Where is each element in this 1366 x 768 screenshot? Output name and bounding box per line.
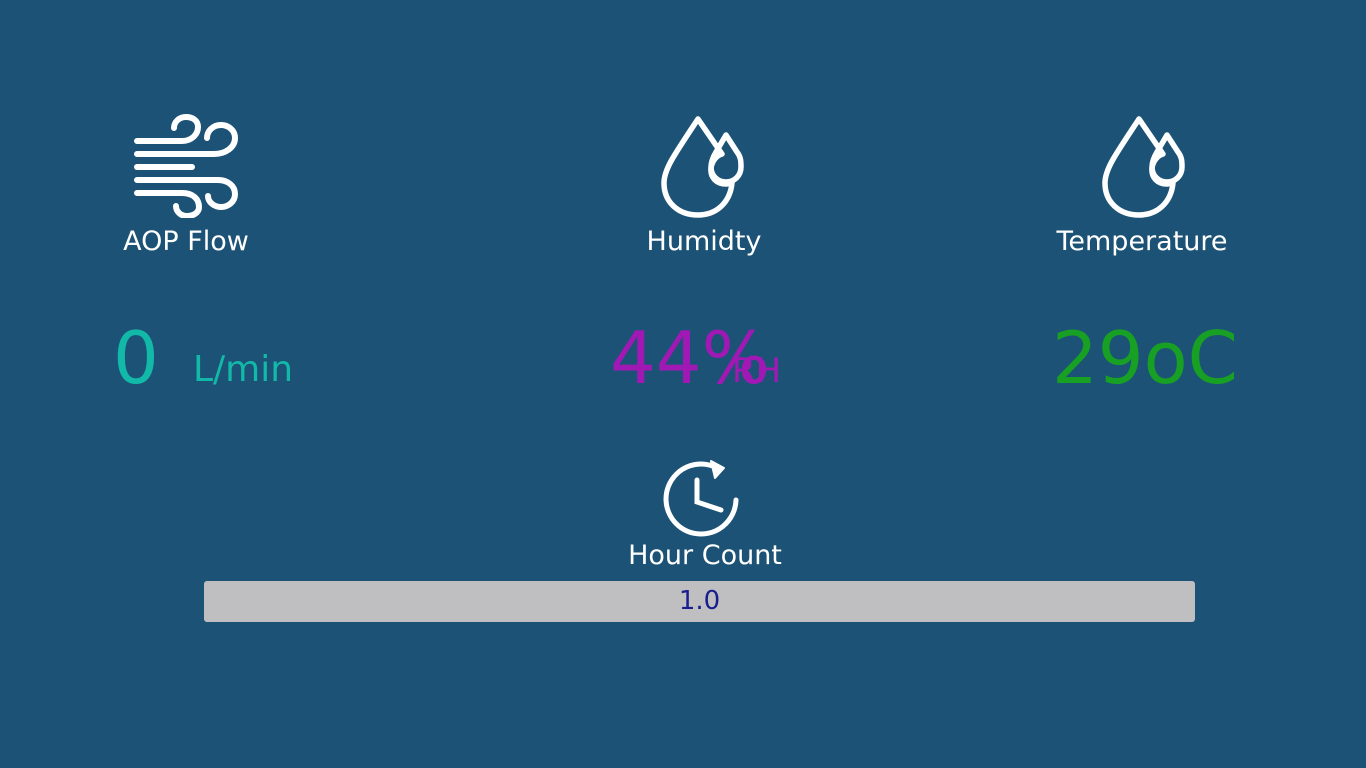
droplets-icon: [1101, 114, 1185, 220]
humidity-label: Humidty: [646, 226, 762, 257]
humidity-value: 44%: [610, 316, 771, 400]
temperature-value: 29oC: [1052, 316, 1238, 400]
aop-flow-label: AOP Flow: [123, 226, 249, 257]
wind-icon: [134, 114, 242, 218]
humidity-unit: RH: [732, 351, 782, 391]
aop-flow-value: 0: [113, 316, 159, 400]
temperature-label: Temperature: [1056, 226, 1228, 257]
hour-count-value: 1.0: [678, 586, 721, 616]
clock-refresh-icon: [661, 458, 741, 538]
droplets-icon: [660, 114, 744, 220]
hour-count-bar: 1.0: [204, 581, 1195, 622]
hour-count-label: Hour Count: [628, 540, 782, 571]
aop-flow-unit: L/min: [193, 349, 294, 390]
